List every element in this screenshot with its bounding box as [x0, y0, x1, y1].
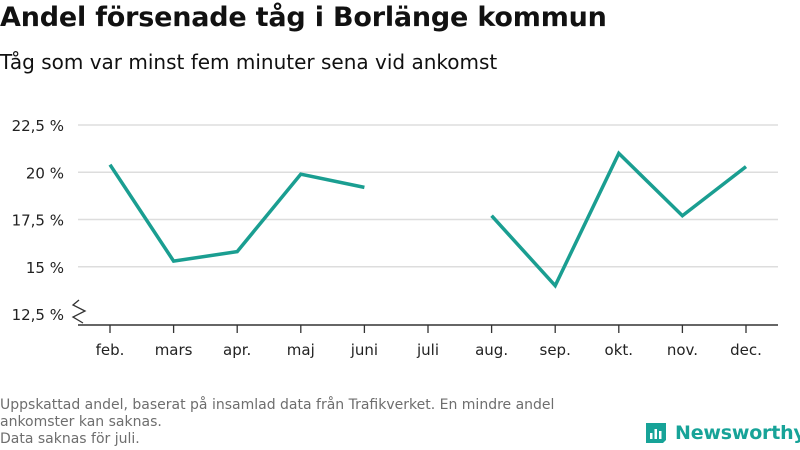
x-tick-label: aug. — [475, 341, 508, 359]
series-line — [490, 150, 748, 289]
x-tick-label: sep. — [540, 341, 571, 359]
y-tick-label: 20 % — [26, 164, 64, 182]
brand-name: Newsworthy — [675, 422, 800, 444]
y-tick-label: 22,5 % — [12, 117, 64, 135]
x-tick-label: maj — [287, 341, 315, 359]
series-line — [108, 163, 365, 263]
footnote-missing-data: Data saknas för juli. — [0, 431, 140, 447]
x-tick-label: okt. — [605, 341, 634, 359]
x-tick-label: nov. — [667, 341, 698, 359]
chart-subtitle: Tåg som var minst fem minuter sena vid a… — [0, 50, 498, 74]
footnote-source: Uppskattad andel, baserat på insamlad da… — [0, 397, 555, 430]
x-tick-label: apr. — [223, 341, 251, 359]
y-tick-label: 17,5 % — [12, 212, 64, 230]
y-tick-label: 12,5 % — [12, 306, 64, 324]
x-tick-label: mars — [155, 341, 193, 359]
x-tick-label: feb. — [96, 341, 125, 359]
footnote: Uppskattad andel, baserat på insamlad da… — [0, 397, 620, 448]
newsworthy-logo-icon — [646, 423, 666, 443]
x-tick-label: juni — [350, 341, 378, 359]
x-tick-label: dec. — [730, 341, 762, 359]
y-tick-label: 15 % — [26, 259, 64, 277]
chart-title: Andel försenade tåg i Borlänge kommun — [0, 2, 607, 33]
brand: Newsworthy — [643, 420, 800, 446]
x-tick-label: juli — [416, 341, 439, 359]
axis-break-icon — [71, 299, 87, 324]
